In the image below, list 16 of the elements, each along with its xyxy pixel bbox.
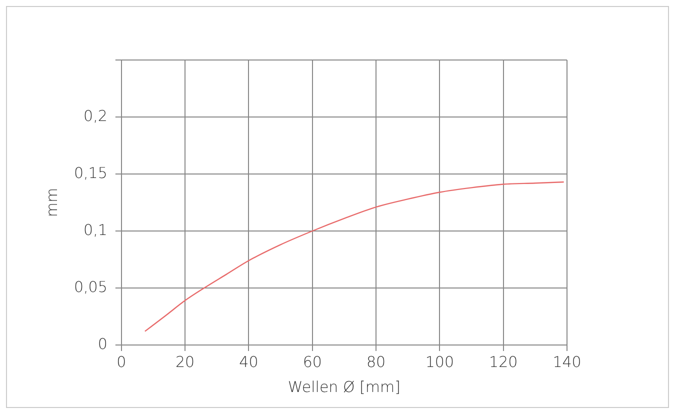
x-tick-label: 100 bbox=[425, 352, 454, 371]
x-tick-label: 0 bbox=[116, 352, 126, 371]
y-axis-title: mm bbox=[42, 188, 61, 218]
x-axis-title: Wellen Ø [mm] bbox=[288, 378, 400, 396]
y-tick-label: 0 bbox=[98, 334, 108, 353]
x-tick-label: 140 bbox=[552, 352, 582, 371]
x-tick-label: 20 bbox=[176, 352, 195, 371]
x-tick-label: 120 bbox=[489, 352, 518, 371]
x-tick-label: 40 bbox=[239, 352, 258, 371]
x-tick-label: 80 bbox=[366, 352, 386, 371]
y-tick-label: 0,05 bbox=[74, 278, 108, 296]
y-tick-label: 0,15 bbox=[74, 164, 108, 182]
y-tick-label: 0,1 bbox=[84, 220, 108, 239]
y-tick-label: 0,2 bbox=[84, 106, 108, 125]
line-series bbox=[144, 181, 564, 332]
x-tick-label: 60 bbox=[302, 352, 322, 371]
